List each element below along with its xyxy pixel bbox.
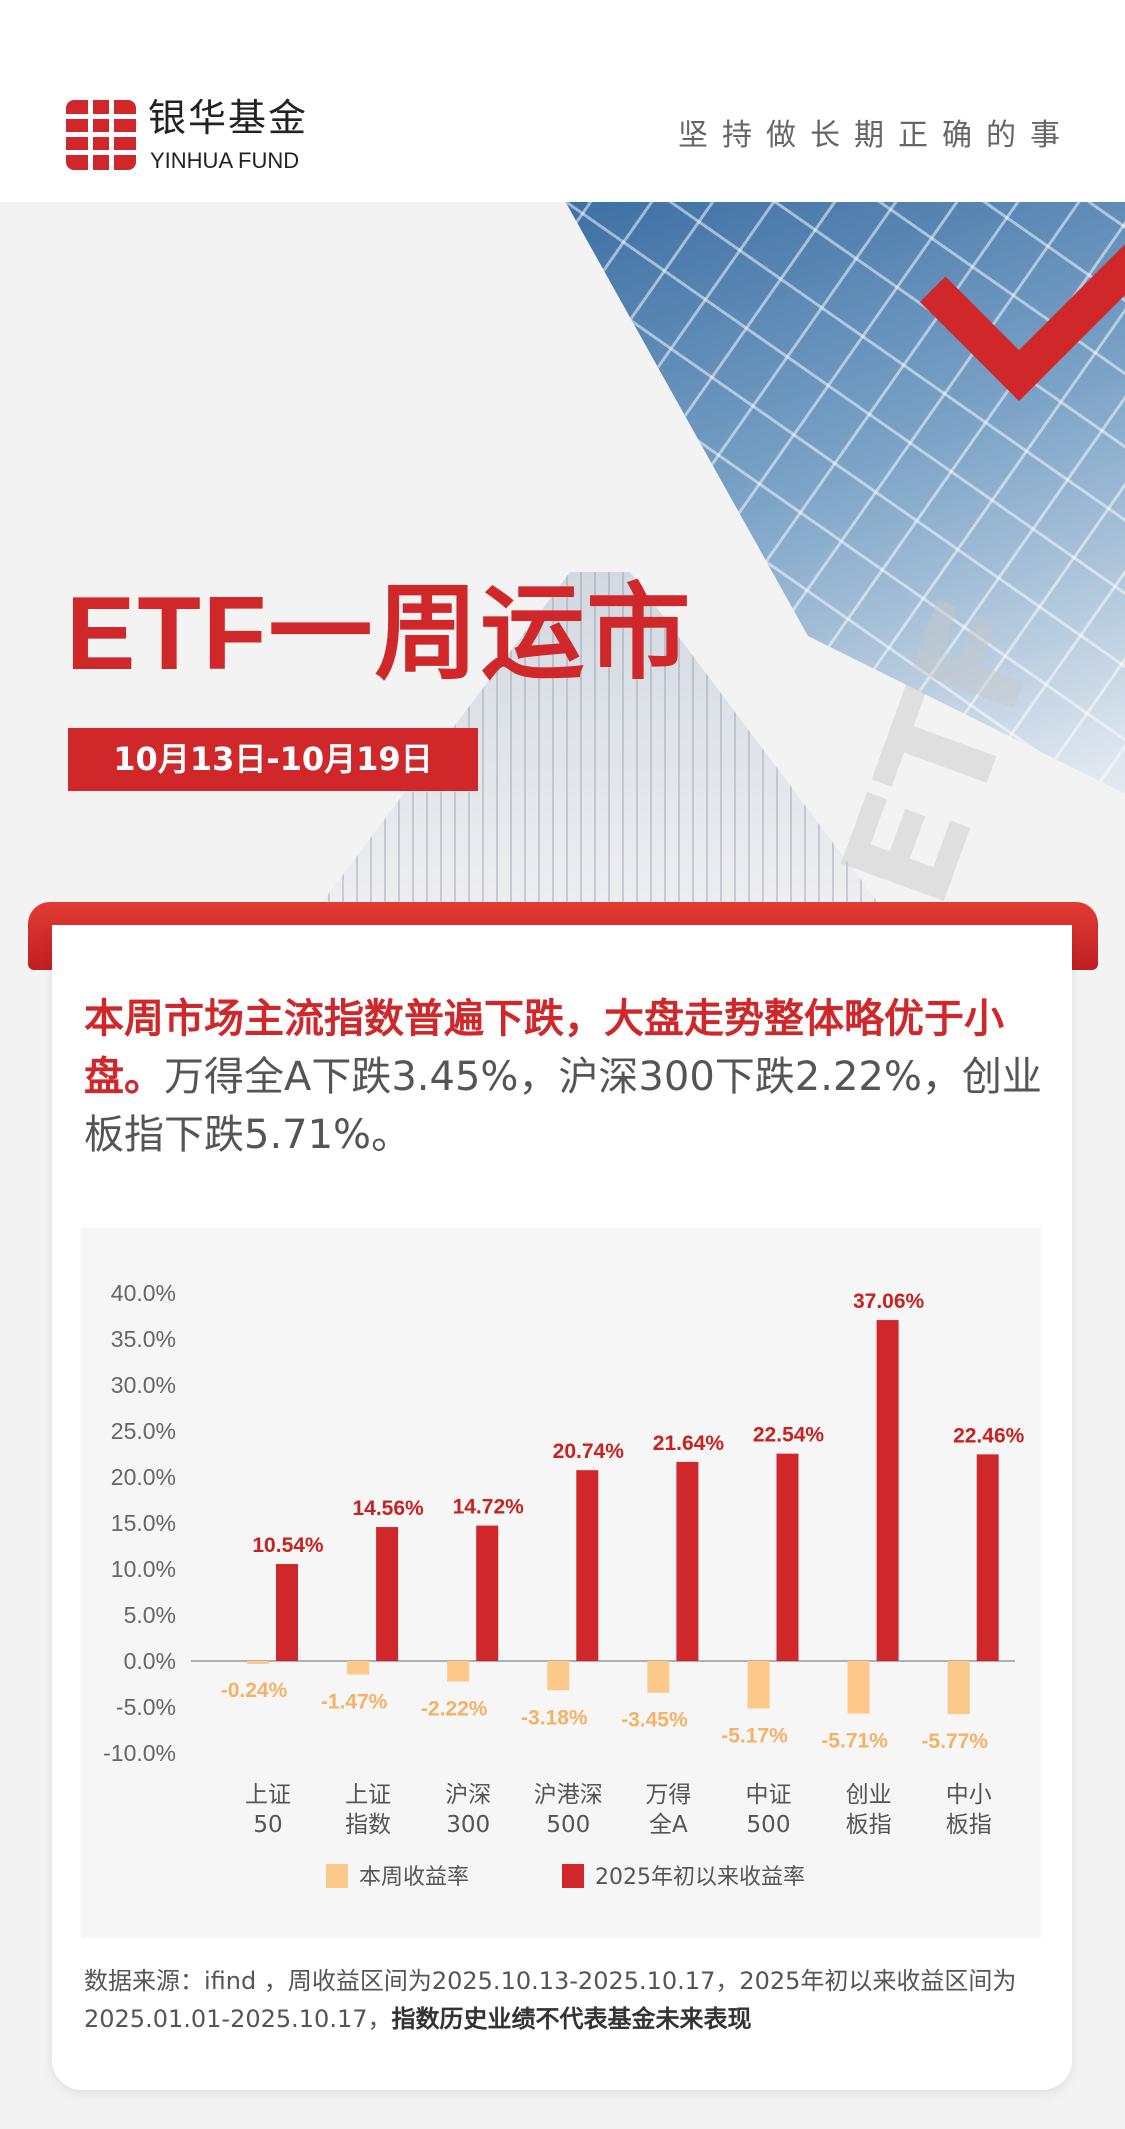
ytd-data-label: 10.54% (252, 1534, 324, 1557)
y-tick-label: 5.0% (124, 1602, 176, 1628)
footnote: 数据来源：ifind ，周收益区间为2025.10.13-2025.10.17，… (84, 1962, 1064, 2038)
weekly-bar (747, 1661, 770, 1709)
slogan: 坚持做长期正确的事 (678, 118, 1074, 153)
category-label: 板指 (946, 1812, 992, 1838)
weekly-bar (347, 1661, 370, 1675)
ytd-bar (876, 1320, 899, 1661)
header: 银华基金 YINHUA FUND 坚持做长期正确的事 (0, 0, 1125, 202)
category-label: 指数 (345, 1812, 391, 1838)
summary-detail: 万得全A下跌3.45%，沪深300下跌2.22%，创业板指下跌5.71%。 (84, 1054, 1042, 1158)
logo-text-en: YINHUA FUND (150, 148, 300, 173)
ytd-data-label: 22.46% (953, 1424, 1025, 1447)
weekly-data-label: -5.77% (921, 1730, 988, 1753)
date-badge: 10月13日-10月19日 (68, 728, 478, 791)
weekly-data-label: -5.71% (821, 1730, 888, 1753)
yinhua-logo-icon (66, 100, 136, 170)
y-tick-label: 15.0% (111, 1510, 176, 1536)
ytd-bar (576, 1470, 599, 1661)
ytd-data-label: 20.74% (553, 1440, 625, 1463)
weekly-data-label: -0.24% (221, 1679, 288, 1702)
category-label: 中证 (746, 1782, 792, 1808)
ytd-bar (976, 1454, 999, 1661)
legend-ytd-swatch (562, 1864, 584, 1888)
ytd-bar (776, 1453, 799, 1661)
legend-weekly-label: 本周收益率 (359, 1865, 469, 1890)
category-label: 中小 (946, 1782, 992, 1808)
weekly-bar (447, 1661, 470, 1682)
category-label: 创业 (846, 1782, 892, 1808)
category-label: 500 (747, 1812, 791, 1838)
y-tick-label: 20.0% (111, 1464, 176, 1490)
disclaimer: 指数历史业绩不代表基金未来表现 (391, 2005, 752, 2033)
y-tick-label: 25.0% (111, 1418, 176, 1444)
y-tick-label: 0.0% (124, 1648, 176, 1674)
category-label: 50 (253, 1812, 282, 1838)
category-label: 万得 (645, 1782, 691, 1808)
category-label: 上证 (245, 1782, 291, 1808)
category-label: 全A (649, 1812, 688, 1838)
chart-panel: 40.0% 35.0% 30.0% 25.0% 20.0% 15.0% 10.0% 5.0% 0… (81, 1228, 1041, 1938)
weekly-data-label: -2.22% (421, 1697, 488, 1720)
summary-highlight: 本周市场主流指数普遍下跌，大盘走势整体略优于小盘。 (84, 996, 1004, 1100)
summary-text: 本周市场主流指数普遍下跌，大盘走势整体略优于小盘。万得全A下跌3.45%，沪深3… (84, 990, 1064, 1164)
weekly-data-label: -1.47% (321, 1691, 388, 1714)
ytd-bar (276, 1564, 298, 1661)
data-source: 数据来源：ifind ，周收益区间为2025.10.13-2025.10.17，… (84, 1967, 1017, 2033)
logo-text-cn: 银华基金 (148, 96, 309, 140)
weekly-bar (247, 1661, 269, 1664)
weekly-bar (647, 1661, 670, 1693)
weekly-bar (547, 1661, 570, 1691)
ytd-data-label: 21.64% (653, 1432, 725, 1455)
ytd-data-label: 14.72% (453, 1496, 525, 1519)
weekly-bar (847, 1661, 870, 1714)
category-label: 沪港深 (534, 1782, 603, 1808)
legend-weekly-swatch (326, 1864, 348, 1888)
y-tick-label: 30.0% (111, 1372, 176, 1398)
y-tick-label: -5.0% (116, 1694, 176, 1720)
y-tick-label: -10.0% (103, 1740, 176, 1766)
ytd-data-label: 14.56% (352, 1497, 424, 1520)
category-label: 上证 (345, 1782, 391, 1808)
ytd-bar (476, 1525, 499, 1661)
legend-ytd-label: 2025年初以来收益率 (595, 1865, 805, 1890)
hero-banner: ETF ETF一周运市 10月13日-10月19日 (0, 202, 1125, 922)
ytd-data-label: 37.06% (853, 1290, 925, 1313)
weekly-data-label: -3.45% (621, 1709, 688, 1732)
weekly-data-label: -5.17% (721, 1725, 788, 1748)
category-label: 300 (446, 1812, 490, 1838)
ytd-bar (676, 1461, 699, 1661)
page-title: ETF一周运市 (66, 576, 693, 692)
y-tick-label: 10.0% (111, 1556, 176, 1582)
weekly-data-label: -3.18% (521, 1706, 588, 1729)
ytd-data-label: 22.54% (753, 1424, 825, 1447)
category-label: 500 (546, 1812, 590, 1838)
weekly-bar (947, 1661, 970, 1715)
category-label: 沪深 (445, 1782, 491, 1808)
y-tick-label: 35.0% (111, 1326, 176, 1352)
y-tick-label: 40.0% (111, 1280, 176, 1306)
category-label: 板指 (846, 1812, 892, 1838)
bar-chart: 40.0% 35.0% 30.0% 25.0% 20.0% 15.0% 10.0% 5.0% 0… (103, 1280, 1025, 1890)
ytd-bar (376, 1527, 399, 1661)
